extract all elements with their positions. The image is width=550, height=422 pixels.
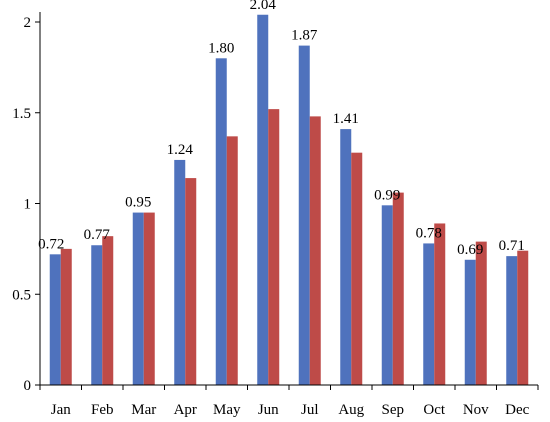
data-label-mar: 0.95: [125, 195, 151, 211]
data-label-jul: 1.87: [291, 28, 318, 44]
bar-series-1-dec: [506, 256, 518, 385]
bar-series-1-jul: [298, 45, 310, 385]
data-label-jun: 2.04: [250, 0, 277, 13]
bar-series-1-mar: [132, 212, 144, 385]
data-label-jan: 0.72: [38, 236, 64, 252]
data-label-dec: 0.71: [499, 238, 525, 254]
bar-series-2-aug: [351, 152, 363, 385]
x-tick-label: Oct: [423, 402, 445, 418]
bar-series-2-sep: [392, 192, 404, 385]
data-labels: 0.72 0.77 0.95 1.24 1.80 2.04 1.87 1.41 0.99 0.78…: [38, 0, 525, 258]
bar-series-2-oct: [434, 223, 446, 385]
data-label-aug: 1.41: [333, 111, 359, 127]
bar-series-1-aug: [340, 129, 352, 385]
y-tick-label: 1: [24, 197, 32, 213]
bar-series-2-jul: [309, 116, 321, 385]
data-label-nov: 0.69: [457, 242, 483, 258]
bar-series-1-nov: [464, 259, 476, 385]
data-label-apr: 1.24: [167, 142, 194, 158]
x-tick-label: Jul: [301, 402, 319, 418]
bar-series-2-apr: [185, 178, 197, 385]
bar-series-2-feb: [102, 236, 114, 385]
bars: [49, 14, 529, 386]
data-label-sep: 0.99: [374, 187, 400, 203]
x-tick-label: Feb: [91, 402, 114, 418]
y-tick-label: 2: [24, 15, 32, 31]
bar-series-1-jan: [49, 254, 61, 385]
x-tick-label: May: [213, 402, 241, 418]
x-tick-label: Apr: [174, 402, 197, 418]
bar-series-1-jun: [257, 14, 269, 386]
x-tick-label: Nov: [463, 402, 489, 418]
bar-series-2-dec: [517, 250, 529, 385]
y-tick-label: 0: [24, 378, 32, 394]
x-tick-label: Jun: [258, 402, 279, 418]
data-label-feb: 0.77: [84, 227, 111, 243]
bar-series-2-jun: [268, 109, 280, 386]
bar-series-1-apr: [174, 159, 186, 385]
x-tick-label: Aug: [338, 402, 364, 418]
bar-series-2-nov: [475, 241, 487, 385]
y-axis-ticks: 0 0.5 1 1.5 2: [12, 15, 40, 394]
data-label-may: 1.80: [208, 40, 234, 56]
x-tick-label: Mar: [131, 402, 156, 418]
bar-series-1-may: [215, 58, 227, 386]
bar-series-2-mar: [143, 212, 155, 385]
x-tick-label: Dec: [505, 402, 529, 418]
bar-series-1-oct: [423, 243, 435, 385]
data-label-oct: 0.78: [416, 225, 442, 241]
x-tick-label: Sep: [382, 402, 405, 418]
bar-series-1-sep: [381, 205, 393, 385]
bar-series-1-feb: [91, 245, 103, 385]
bar-series-2-may: [226, 136, 238, 385]
bar-series-2-jan: [60, 248, 72, 385]
y-tick-label: 1.5: [12, 106, 31, 122]
x-tick-label: Jan: [51, 402, 71, 418]
x-axis-ticks: Jan Feb Mar Apr May Jun Jul Aug Sep Oct Nov Dec: [39, 385, 539, 418]
y-tick-label: 0.5: [12, 287, 31, 303]
